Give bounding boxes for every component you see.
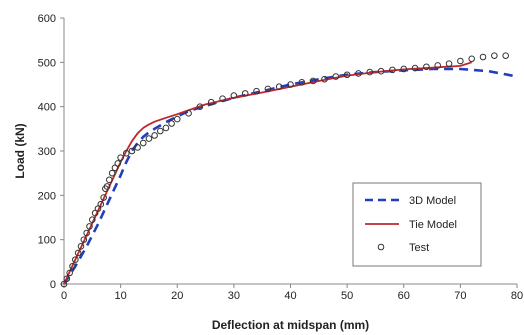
x-tick-label: 60 (398, 290, 410, 302)
x-ticks: 0 10 20 30 40 50 60 70 80 (61, 284, 523, 302)
data-point (230, 92, 238, 99)
x-axis-title: Deflection at midspan (mm) (212, 318, 369, 332)
data-point (106, 176, 113, 184)
data-point (139, 139, 147, 147)
x-tick-label: 10 (115, 290, 127, 302)
data-point (264, 85, 272, 93)
data-point (457, 57, 464, 65)
data-point (423, 63, 430, 71)
data-point (162, 124, 170, 132)
y-ticks: 0 100 200 300 400 500 600 (38, 13, 64, 291)
data-point (83, 229, 90, 237)
data-point (377, 67, 385, 75)
legend-label-test: Test (409, 242, 429, 254)
data-point (275, 83, 283, 91)
data-point (108, 169, 116, 177)
data-point (134, 144, 141, 151)
y-axis-title: Load (kN) (13, 123, 27, 178)
legend-swatch-test (377, 243, 385, 251)
data-point (196, 103, 204, 110)
x-tick-label: 50 (341, 290, 353, 302)
data-point (72, 256, 79, 263)
y-tick-label: 200 (38, 190, 56, 202)
data-point (145, 135, 153, 142)
y-tick-label: 500 (38, 57, 56, 69)
data-point (343, 71, 351, 79)
y-tick-label: 300 (38, 146, 56, 158)
data-point (173, 115, 181, 123)
data-point (434, 62, 442, 69)
data-point (86, 223, 93, 230)
data-point (74, 249, 82, 257)
series-layer (60, 52, 518, 288)
data-point (389, 66, 396, 74)
data-point (100, 194, 107, 201)
x-tick-label: 70 (454, 290, 466, 302)
data-point (207, 98, 215, 106)
data-point (355, 70, 362, 77)
legend-label-3d-model: 3D Model (409, 195, 456, 207)
series-test (60, 52, 509, 288)
x-tick-label: 40 (284, 290, 296, 302)
legend-label-tie-model: Tie Model (409, 219, 457, 231)
data-point (241, 90, 249, 97)
data-point (151, 132, 158, 139)
x-tick-label: 0 (61, 290, 67, 302)
data-point (298, 78, 306, 86)
data-point (445, 60, 453, 67)
data-point (117, 154, 124, 161)
data-point (60, 280, 68, 288)
x-tick-label: 80 (511, 290, 523, 302)
data-point (321, 75, 328, 83)
y-tick-label: 600 (38, 13, 56, 25)
data-point (156, 127, 164, 135)
legend: 3D Model Tie Model Test (352, 182, 482, 267)
data-point (66, 269, 73, 277)
data-point (77, 243, 85, 250)
y-tick-label: 400 (38, 102, 56, 114)
data-point (128, 147, 136, 155)
data-point (80, 236, 88, 243)
data-point (185, 110, 192, 117)
data-point (400, 65, 408, 73)
plot-area: 0 10 20 30 40 50 60 70 80 0 100 200 300 400 500 600 (38, 13, 523, 302)
data-point (411, 64, 419, 72)
data-point (253, 87, 260, 95)
data-point (69, 262, 76, 270)
data-point (63, 275, 71, 282)
data-point (332, 73, 340, 80)
data-point (114, 160, 122, 167)
data-point (219, 95, 226, 102)
data-point (103, 183, 111, 190)
y-tick-label: 100 (38, 235, 56, 247)
x-tick-label: 30 (228, 290, 240, 302)
data-point (479, 53, 487, 61)
data-point (168, 120, 175, 127)
x-tick-label: 20 (171, 290, 183, 302)
data-point (366, 68, 374, 76)
data-point (97, 200, 105, 208)
data-point (122, 149, 130, 157)
data-point (287, 81, 294, 88)
data-point (502, 52, 509, 59)
data-point (491, 52, 498, 59)
y-tick-label: 0 (50, 279, 56, 291)
data-point (468, 55, 476, 63)
data-point (309, 77, 317, 85)
data-point (89, 216, 96, 224)
